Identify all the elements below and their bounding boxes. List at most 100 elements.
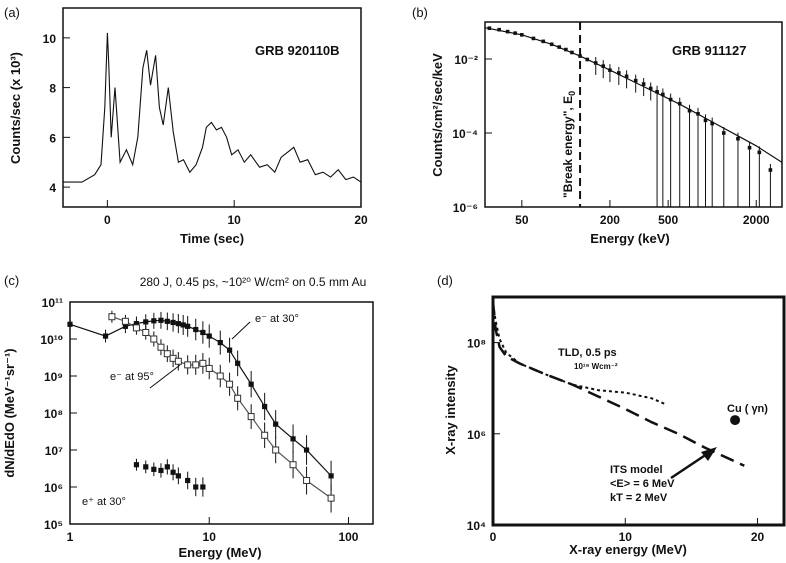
panel-c-marker <box>217 339 223 346</box>
panel-c-legend-e-minus-95: e⁻ at 95° <box>110 371 154 383</box>
panel-c-marker <box>327 494 335 502</box>
panel-c-xtick-label: 100 <box>338 530 358 544</box>
panel-c-marker <box>151 466 157 472</box>
panel-a-ytick-label: 8 <box>49 82 56 96</box>
panel-a-xtick-label: 10 <box>228 213 242 227</box>
panel-b-data-point <box>578 54 582 58</box>
panel-b-xtick-label: 2000 <box>743 213 770 227</box>
panel-c-marker <box>193 326 199 333</box>
panel-d-tld-label: TLD, 0.5 ps <box>558 347 617 359</box>
panel-c-marker <box>185 323 191 329</box>
panel-a-title: GRB 920110B <box>255 43 340 58</box>
panel-a-label: (a) <box>4 5 20 20</box>
panel-c-marker <box>150 335 158 343</box>
panel-b-data-point <box>570 50 574 55</box>
panel-a-ytick-label: 4 <box>49 181 56 195</box>
panel-b-ytick-label: 10⁻⁶ <box>453 201 478 215</box>
panel-d-its-temperature: kT = 2 MeV <box>610 492 668 504</box>
panel-c-label: (c) <box>4 273 19 288</box>
panel-d-ytick-label: 10⁴ <box>467 519 486 533</box>
panel-c-marker <box>234 394 242 402</box>
panel-c-marker <box>143 464 149 470</box>
panel-d-ylabel: X-ray intensity <box>443 364 458 454</box>
panel-d-xtick-label: 0 <box>490 530 497 544</box>
panel-b-data-point <box>557 45 561 49</box>
panel-d-label: (d) <box>437 273 453 288</box>
panel-c-ytick-label: 10⁶ <box>44 481 63 495</box>
panel-b-label: (b) <box>412 5 428 20</box>
panel-d-xlabel: X-ray energy (MeV) <box>569 542 687 557</box>
panel-b-xlabel: Energy (keV) <box>590 231 669 246</box>
panel-c-marker <box>170 319 176 326</box>
panel-d-its-curve <box>491 301 745 467</box>
panel-c-marker <box>108 313 116 321</box>
panel-c-marker <box>205 364 213 372</box>
panel-c-marker <box>102 333 109 339</box>
panel-b-frame <box>484 21 783 208</box>
panel-c-marker <box>303 447 310 453</box>
panel-d-arrowhead <box>701 447 717 461</box>
panel-c-marker <box>273 421 279 427</box>
panel-a-frame <box>62 7 362 208</box>
panel-b-break-energy-annotation: "Break energy", E0 <box>561 91 577 198</box>
panel-c-marker <box>67 321 73 327</box>
panel-c-frame <box>69 301 374 525</box>
panel-c-xtick-label: 10 <box>203 530 217 544</box>
panel-b-xtick-label: 200 <box>600 213 620 227</box>
panel-c-ytick-label: 10⁵ <box>44 518 63 532</box>
panel-c-ytick-label: 10⁷ <box>45 444 63 458</box>
panel-c-title: 280 J, 0.45 ps, ~10²⁰ W/cm² on 0.5 mm Au <box>140 275 367 289</box>
panel-b-model-curve <box>484 27 783 163</box>
panel-c-marker <box>180 322 186 328</box>
panel-c-marker <box>200 484 206 490</box>
panel-b-data-point <box>505 29 510 34</box>
panel-c-marker <box>303 476 311 484</box>
panel-c-series-line <box>111 316 332 499</box>
panel-c-marker <box>206 333 212 339</box>
panel-d-its-label: ITS model <box>610 464 663 476</box>
panel-c-marker <box>216 372 224 380</box>
panel-c-marker <box>133 462 140 468</box>
panel-c-legend-e-plus-30: e⁺ at 30° <box>82 496 126 508</box>
panel-b-data-point <box>564 47 568 52</box>
panel-c-marker <box>185 477 191 484</box>
panel-c-marker <box>290 436 296 442</box>
panel-c-marker <box>272 446 280 454</box>
panel-d-cu-label: Cu ( γn) <box>727 403 768 415</box>
panel-a-ytick-label: 6 <box>49 131 56 145</box>
panel-d-xtick-label: 10 <box>619 530 633 544</box>
panel-a-ytick-label: 10 <box>43 32 57 46</box>
panel-c-legend-e-minus-30: e⁻ at 30° <box>255 313 299 325</box>
panel-c-marker <box>164 318 170 324</box>
panel-c-marker <box>175 321 181 327</box>
panel-c-arrow-95 <box>149 364 181 389</box>
panel-c-marker <box>235 360 241 366</box>
panel-a-xtick-label: 20 <box>354 213 368 227</box>
panel-c-marker <box>157 343 165 351</box>
panel-c-marker <box>175 473 181 479</box>
panel-c-marker <box>193 484 199 490</box>
panel-c-arrow-30 <box>231 321 251 340</box>
panel-b-ytick-label: 10⁻⁴ <box>452 127 478 141</box>
panel-a-series-line <box>63 32 362 183</box>
panel-b-ytick-label: 10⁻² <box>454 53 478 67</box>
panel-c-marker <box>163 350 171 358</box>
panel-c-marker <box>289 461 297 469</box>
panel-c-marker <box>174 357 182 365</box>
panel-b-data-point <box>541 39 546 44</box>
panel-b-data-point <box>497 27 501 32</box>
panel-c-xlabel: Energy (MeV) <box>178 545 261 560</box>
panel-c-marker <box>226 380 234 388</box>
panel-b-data-point <box>585 57 590 62</box>
panel-c-marker <box>262 403 268 410</box>
panel-d-cu-point <box>730 415 741 426</box>
panel-c-marker <box>247 413 255 421</box>
panel-c-marker <box>164 464 170 470</box>
panel-a-ylabel: Counts/sec (x 10³) <box>8 52 23 164</box>
panel-c-marker <box>158 467 164 474</box>
panel-c-marker <box>143 319 149 325</box>
panel-c-ytick-label: 10¹⁰ <box>40 333 63 347</box>
panel-b-data-point <box>549 42 554 47</box>
panel-c-ytick-label: 10⁸ <box>44 407 63 421</box>
panel-b-xtick-label: 50 <box>515 213 529 227</box>
